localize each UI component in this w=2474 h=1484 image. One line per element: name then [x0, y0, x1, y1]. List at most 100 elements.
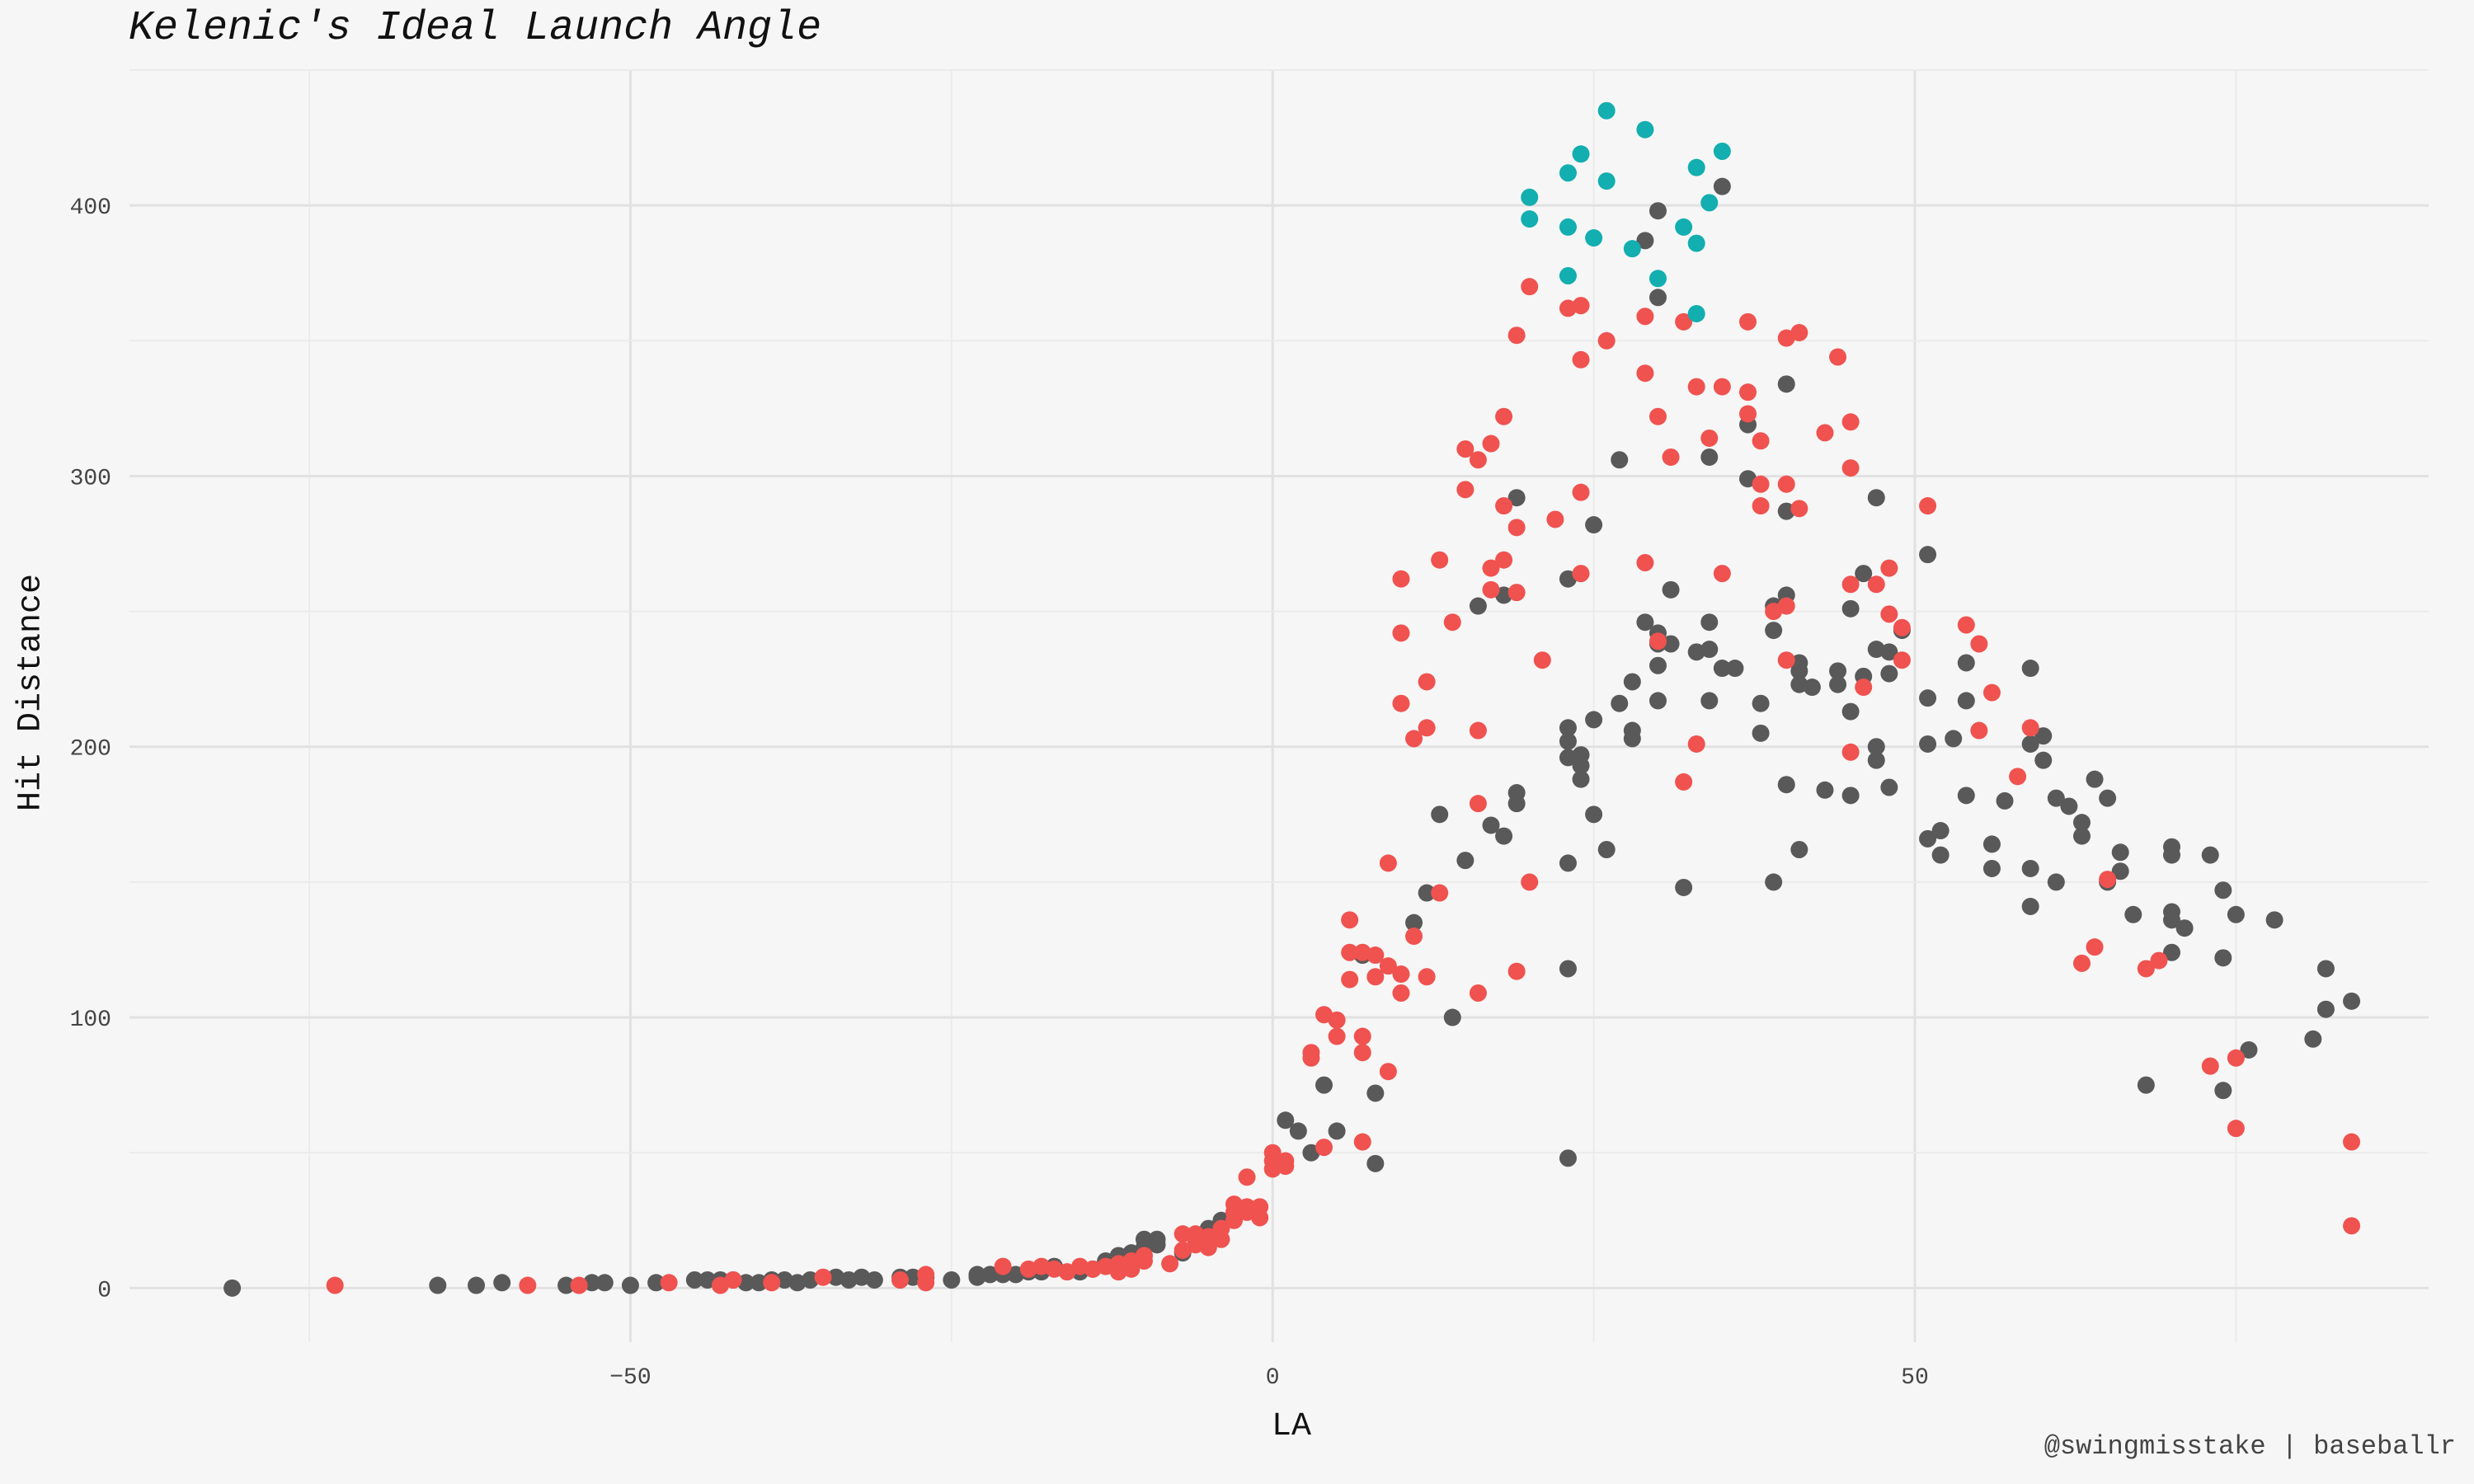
data-point	[1507, 584, 1526, 602]
data-point	[2047, 873, 2065, 891]
data-point	[2072, 827, 2091, 845]
data-point	[2099, 871, 2117, 889]
data-point	[1456, 852, 1475, 870]
data-point	[1777, 502, 1795, 520]
data-point	[2021, 719, 2039, 737]
data-point	[1636, 364, 1654, 383]
data-point	[1597, 101, 1616, 120]
data-point	[1507, 519, 1526, 537]
data-point	[1366, 1084, 1385, 1102]
data-point	[1700, 429, 1719, 447]
data-point	[1482, 816, 1500, 834]
x-tick-label: −50	[609, 1365, 651, 1391]
data-point	[2021, 735, 2039, 753]
data-point	[2072, 814, 2091, 832]
data-point	[2240, 1040, 2258, 1059]
data-point	[1700, 448, 1719, 466]
data-point	[2162, 911, 2180, 929]
data-point	[1739, 405, 1757, 423]
data-point	[1880, 778, 1898, 796]
data-point	[1945, 730, 1963, 748]
data-point	[1559, 960, 1577, 978]
data-point	[1392, 570, 1410, 588]
data-point	[1700, 692, 1719, 710]
data-point	[2111, 862, 2129, 881]
data-point	[1829, 675, 1847, 693]
data-point	[1841, 599, 1860, 618]
data-point	[2111, 843, 2129, 862]
data-point	[493, 1274, 511, 1292]
data-point	[1662, 448, 1680, 466]
data-points	[223, 101, 2361, 1297]
data-point	[1841, 575, 1860, 594]
data-point	[1482, 434, 1500, 453]
data-point	[1880, 643, 1898, 661]
data-point	[1495, 407, 1513, 425]
data-point	[1328, 1027, 1346, 1045]
data-point	[2021, 897, 2039, 915]
data-point	[1521, 188, 1539, 206]
data-point	[1841, 787, 1860, 805]
data-point	[1675, 773, 1693, 791]
data-point	[2214, 949, 2232, 967]
data-point	[326, 1276, 344, 1294]
data-point	[2021, 660, 2039, 678]
data-point	[1855, 565, 1873, 583]
y-axis-label: Hit Distance	[12, 573, 50, 812]
data-point	[1919, 497, 1937, 515]
data-point	[557, 1276, 576, 1294]
data-point	[1803, 679, 1821, 697]
data-point	[1277, 1158, 1295, 1176]
data-point	[1585, 229, 1603, 247]
data-point	[1469, 984, 1487, 1002]
data-point	[1841, 743, 1860, 761]
data-point	[1675, 878, 1693, 896]
data-point	[1559, 218, 1577, 236]
data-point	[1431, 884, 1449, 902]
data-point	[1777, 475, 1795, 493]
data-point	[2343, 992, 2361, 1010]
data-point	[2214, 881, 2232, 899]
data-point	[1765, 622, 1783, 640]
data-point	[1713, 660, 1731, 678]
data-point	[685, 1270, 703, 1289]
data-point	[1739, 383, 1757, 402]
data-point	[1187, 1225, 1205, 1243]
data-point	[1790, 675, 1808, 693]
data-point	[1636, 120, 1654, 139]
data-point	[1521, 278, 1539, 296]
data-point	[1777, 776, 1795, 794]
data-point	[1071, 1257, 1089, 1275]
data-point	[1649, 289, 1667, 307]
data-point	[1867, 489, 1885, 507]
data-point	[763, 1274, 781, 1292]
data-point	[1353, 1027, 1371, 1045]
data-point	[1957, 692, 1975, 710]
data-point	[1443, 613, 1461, 632]
data-point	[1315, 1076, 1333, 1094]
data-point	[2034, 727, 2053, 745]
data-point	[2162, 943, 2180, 961]
data-point	[2086, 770, 2104, 788]
data-point	[1443, 1008, 1461, 1026]
data-point	[1199, 1238, 1217, 1256]
data-point	[1392, 965, 1410, 984]
data-point	[1841, 702, 1860, 721]
data-point	[1649, 656, 1667, 674]
data-point	[2137, 1076, 2155, 1094]
grid-lines	[129, 69, 2429, 1342]
data-point	[2009, 768, 2027, 786]
data-point	[1790, 840, 1808, 858]
data-point	[1405, 913, 1423, 932]
data-point	[1893, 651, 1911, 669]
caption: @swingmisstake | baseballr	[2044, 1431, 2456, 1462]
data-point	[2021, 859, 2039, 877]
data-point	[1366, 1154, 1385, 1172]
data-point	[775, 1270, 793, 1289]
data-point	[1495, 551, 1513, 569]
data-point	[1957, 616, 1975, 634]
data-point	[1353, 1044, 1371, 1062]
data-point	[2201, 846, 2219, 864]
data-point	[519, 1276, 537, 1294]
data-point	[2304, 1030, 2322, 1048]
